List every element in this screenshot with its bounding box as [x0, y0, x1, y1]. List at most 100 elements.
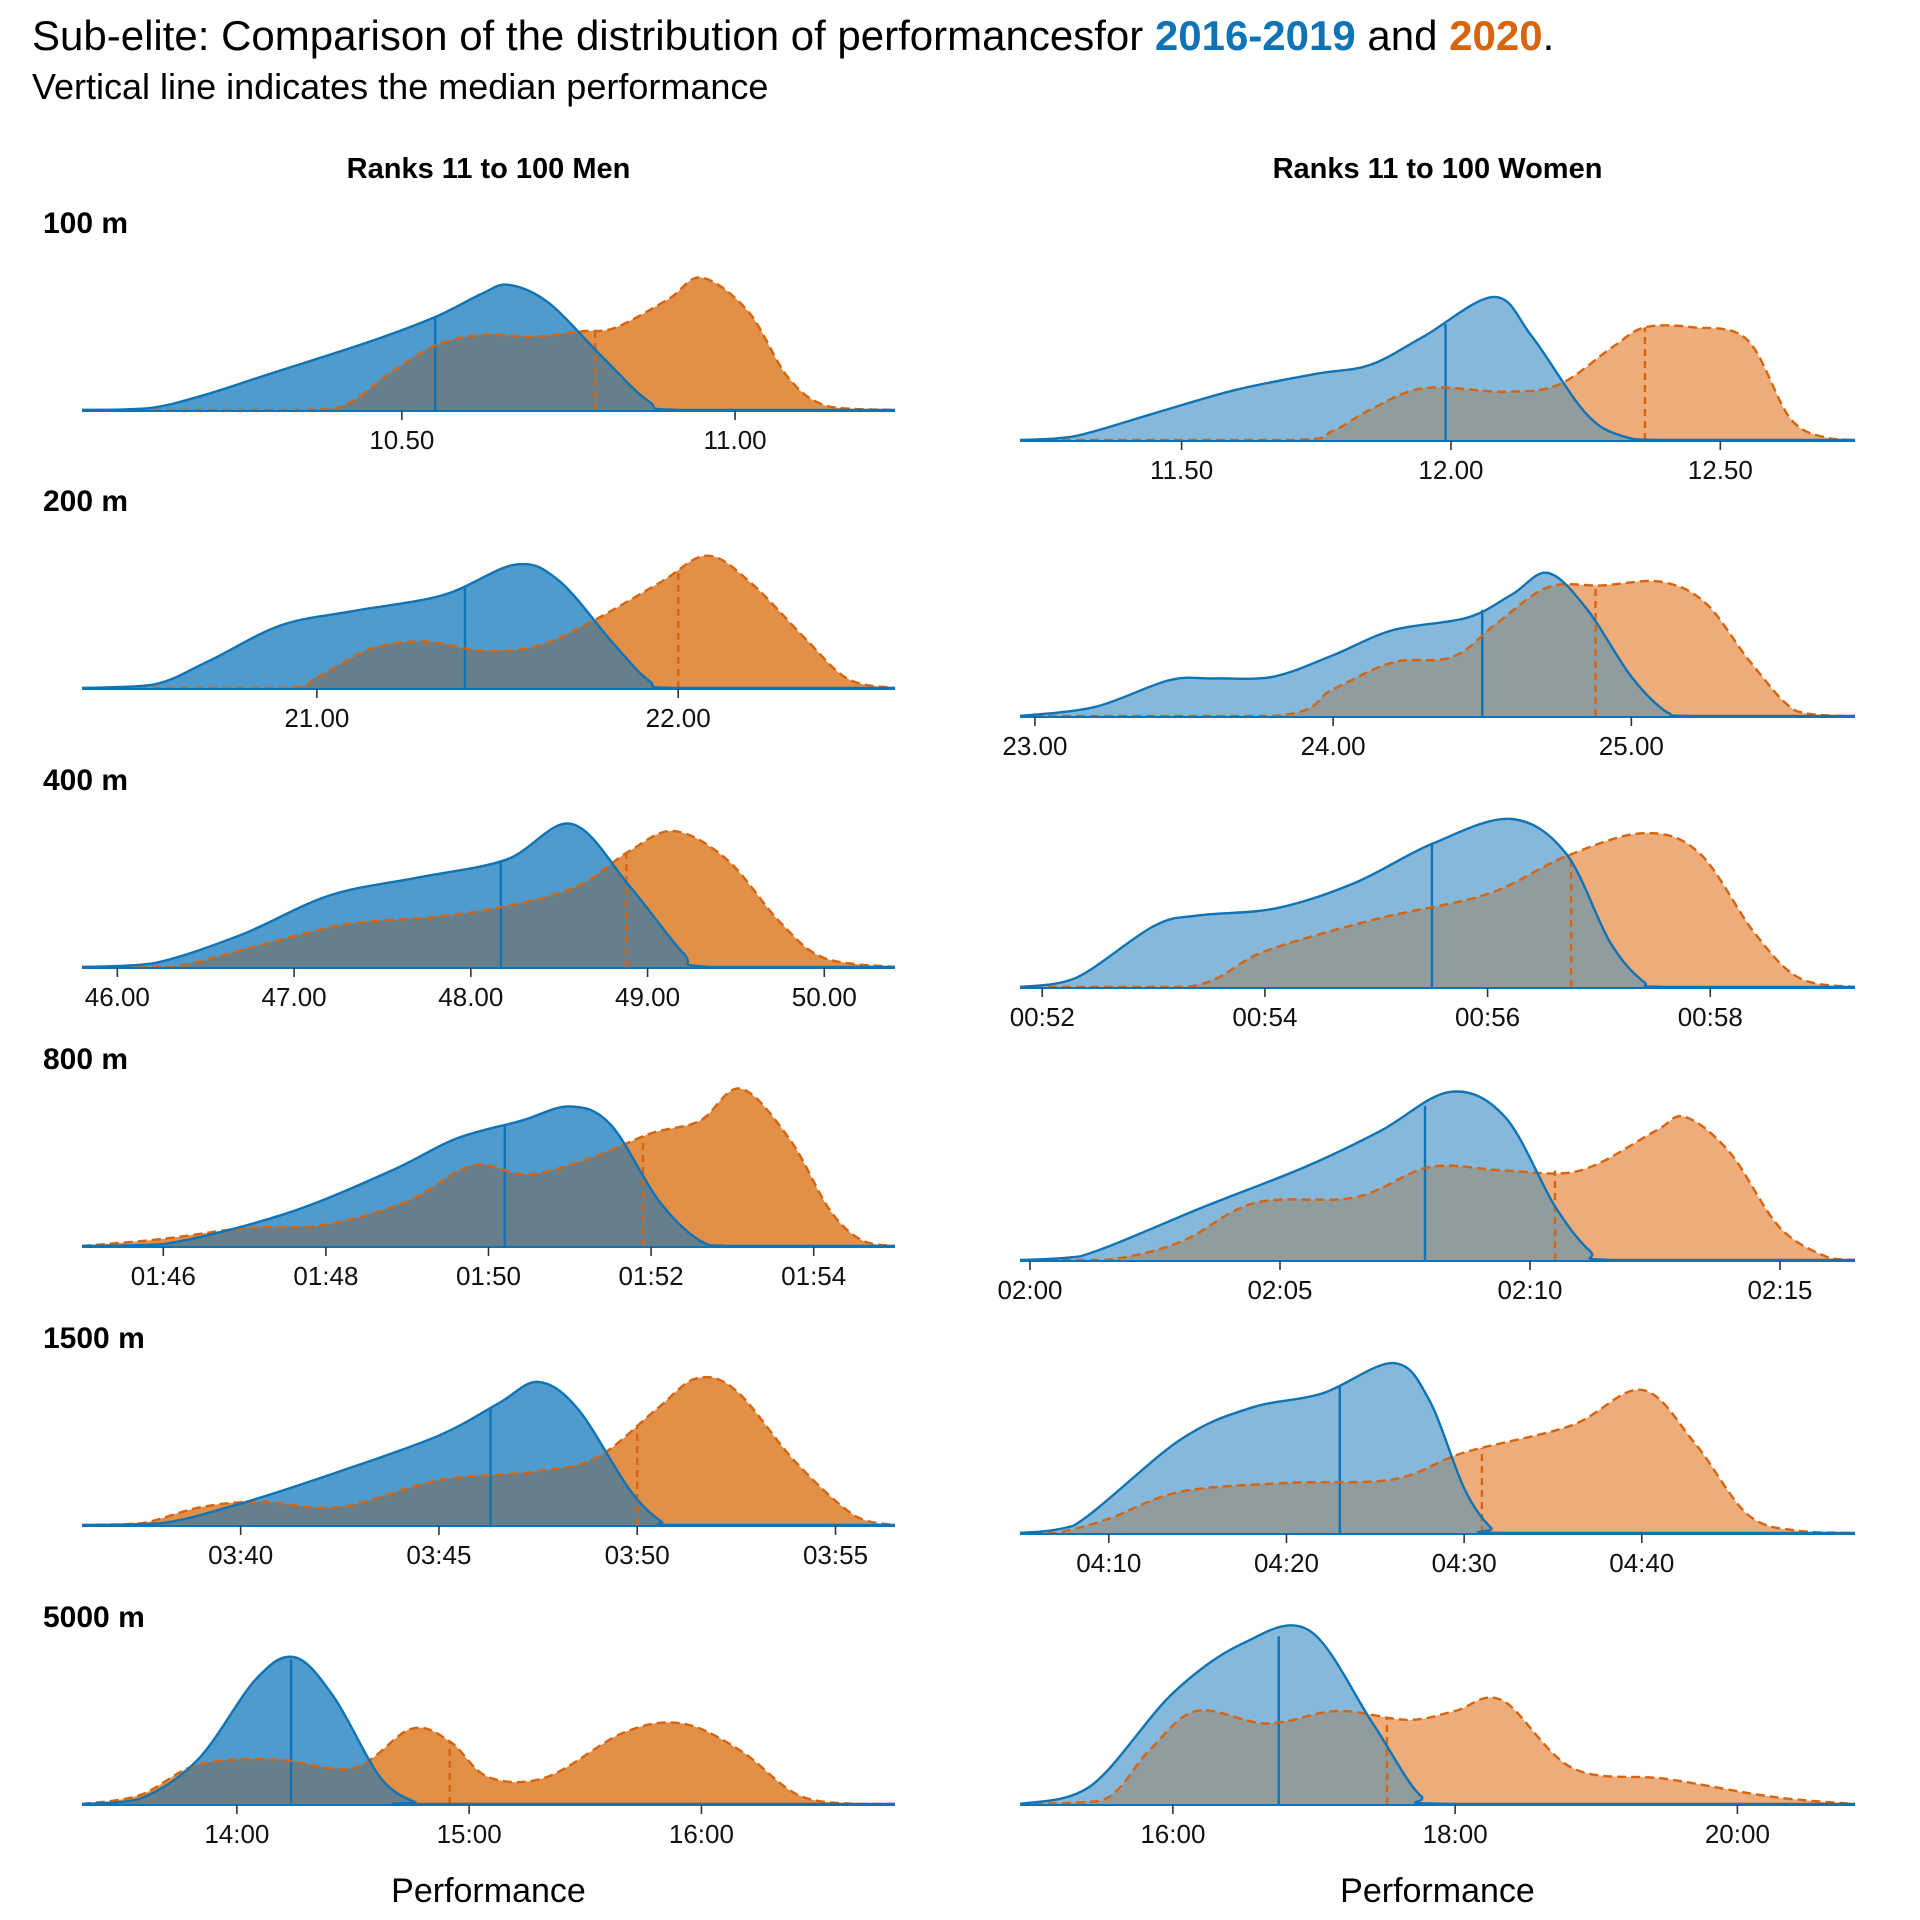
density-line-2020 — [81, 1721, 895, 1806]
density-line-2016-2019 — [1019, 571, 1855, 718]
x-tick-label: 50.00 — [792, 982, 857, 1012]
x-tick-label: 16:00 — [1140, 1819, 1205, 1849]
density-line-2020 — [82, 276, 896, 412]
column-title-ranks-11-to-100-women: Ranks 11 to 100 Women — [1273, 153, 1603, 185]
x-tick-label: 00:56 — [1455, 1002, 1520, 1032]
x-tick-label: 25.00 — [1599, 731, 1664, 761]
x-tick-label: 03:40 — [208, 1540, 273, 1570]
density-area-2020 — [82, 1377, 895, 1525]
panel-1500-m-ranks-11-to-100-men: 03:40 03:45 03:50 03:55 — [81, 1375, 896, 1570]
density-line-2016-2019 — [1019, 817, 1855, 989]
density-area-2016-2019 — [82, 564, 895, 688]
density-line-2020 — [1020, 831, 1856, 989]
x-tick-label: 16:00 — [669, 1819, 734, 1849]
x-tick-label: 04:20 — [1254, 1548, 1319, 1578]
density-line-2020 — [1020, 1114, 1856, 1262]
x-tick-label: 21.00 — [284, 703, 349, 733]
x-tick-label: 14:00 — [204, 1819, 269, 1849]
row-label-800-m: 800 m — [43, 1043, 128, 1076]
chart-header: Sub-elite: Comparison of the distributio… — [32, 10, 1892, 110]
density-line-2020 — [82, 829, 896, 969]
title-middle: and — [1355, 12, 1450, 59]
column-title-ranks-11-to-100-men: Ranks 11 to 100 Men — [347, 153, 631, 185]
panel-200-m-ranks-11-to-100-women: 23.00 24.00 25.00 — [1002, 571, 1855, 761]
row-label-1500-m: 1500 m — [43, 1322, 145, 1355]
x-tick-label: 15:00 — [437, 1819, 502, 1849]
title-suffix: . — [1542, 12, 1555, 59]
density-line-2016-2019 — [81, 822, 895, 969]
x-tick-label: 23.00 — [1002, 731, 1067, 761]
density-line-2020 — [1020, 324, 1856, 442]
x-tick-label: 01:48 — [293, 1261, 358, 1291]
x-tick-label: 12.50 — [1688, 455, 1753, 485]
x-tick-label: 47.00 — [262, 982, 327, 1012]
panel-5000-m-ranks-11-to-100-women: 16:00 18:00 20:00 — [1019, 1624, 1856, 1849]
x-tick-label: 04:30 — [1432, 1548, 1497, 1578]
panel-800-m-ranks-11-to-100-men: 01:46 01:48 01:50 01:52 01:54 — [81, 1087, 896, 1291]
x-tick-label: 01:46 — [131, 1261, 196, 1291]
density-area-2016-2019 — [1020, 296, 1855, 440]
x-axis-label-ranks-11-to-100-men: Performance — [391, 1872, 586, 1910]
x-tick-label: 04:40 — [1609, 1548, 1674, 1578]
x-tick-label: 12.00 — [1418, 455, 1483, 485]
chart-subtitle: Vertical line indicates the median perfo… — [32, 66, 769, 107]
panel-200-m-ranks-11-to-100-men: 21.00 22.00 — [81, 554, 896, 733]
density-line-2020 — [1020, 1388, 1856, 1535]
density-area-2016-2019 — [1020, 572, 1855, 716]
row-label-5000-m: 5000 m — [43, 1601, 145, 1634]
chart-title: Sub-elite: Comparison of the distributio… — [32, 10, 1892, 62]
row-label-400-m: 400 m — [43, 764, 128, 797]
x-tick-label: 49.00 — [615, 982, 680, 1012]
x-tick-label: 01:52 — [619, 1261, 684, 1291]
density-line-2020 — [81, 554, 896, 690]
x-tick-label: 02:10 — [1497, 1275, 1562, 1305]
density-area-2016-2019 — [82, 1381, 895, 1525]
density-area-2020 — [82, 830, 895, 967]
x-tick-label: 46.00 — [85, 982, 150, 1012]
density-area-2020 — [1020, 325, 1855, 440]
x-tick-label: 02:05 — [1247, 1275, 1312, 1305]
panel-100-m-ranks-11-to-100-men: 10.50 11.00 — [81, 276, 896, 455]
density-area-2020 — [1020, 581, 1855, 716]
panel-5000-m-ranks-11-to-100-men: 14:00 15:00 16:00 — [81, 1655, 895, 1849]
x-tick-label: 00:58 — [1678, 1002, 1743, 1032]
density-line-2020 — [1020, 579, 1855, 718]
x-tick-label: 20:00 — [1705, 1819, 1770, 1849]
density-line-2016-2019 — [1019, 1090, 1855, 1262]
row-label-200-m: 200 m — [43, 485, 128, 518]
row-label-100-m: 100 m — [43, 207, 128, 240]
panel-400-m-ranks-11-to-100-women: 00:52 00:54 00:56 00:58 — [1010, 817, 1856, 1032]
density-area-2016-2019 — [82, 823, 895, 967]
density-line-2020 — [1019, 1696, 1856, 1806]
x-tick-label: 01:54 — [781, 1261, 846, 1291]
x-tick-label: 01:50 — [456, 1261, 521, 1291]
x-tick-label: 11.00 — [703, 425, 766, 455]
x-tick-label: 02:00 — [997, 1275, 1062, 1305]
panel-400-m-ranks-11-to-100-men: 46.00 47.00 48.00 49.00 50.00 — [81, 822, 896, 1012]
panel-1500-m-ranks-11-to-100-women: 04:10 04:20 04:30 04:40 — [1019, 1361, 1856, 1578]
density-area-2020 — [82, 555, 895, 688]
density-line-2016-2019 — [1019, 295, 1855, 442]
x-tick-label: 00:52 — [1010, 1002, 1075, 1032]
title-series-2020: 2020 — [1449, 12, 1543, 59]
x-tick-label: 03:55 — [803, 1540, 868, 1570]
density-line-2016-2019 — [81, 1380, 895, 1527]
x-tick-label: 04:10 — [1076, 1548, 1141, 1578]
density-line-2016-2019 — [81, 1105, 895, 1248]
density-line-2020 — [81, 1087, 896, 1248]
density-line-2016-2019 — [81, 562, 895, 690]
x-tick-label: 48.00 — [438, 982, 503, 1012]
panel-800-m-ranks-11-to-100-women: 02:00 02:05 02:10 02:15 — [997, 1090, 1856, 1305]
title-series-2016-2019: 2016-2019 — [1154, 12, 1356, 59]
x-tick-label: 03:45 — [406, 1540, 471, 1570]
x-tick-label: 02:15 — [1747, 1275, 1812, 1305]
panel-100-m-ranks-11-to-100-women: 11.50 12.00 12.50 — [1019, 295, 1856, 485]
density-area-2016-2019 — [1020, 818, 1855, 987]
x-tick-label: 03:50 — [605, 1540, 670, 1570]
x-tick-label: 18:00 — [1423, 1819, 1488, 1849]
x-axis-label-ranks-11-to-100-women: Performance — [1340, 1872, 1535, 1910]
title-prefix: Sub-elite: Comparison of the distributio… — [32, 12, 1155, 59]
x-tick-label: 00:54 — [1232, 1002, 1297, 1032]
x-tick-label: 24.00 — [1301, 731, 1366, 761]
